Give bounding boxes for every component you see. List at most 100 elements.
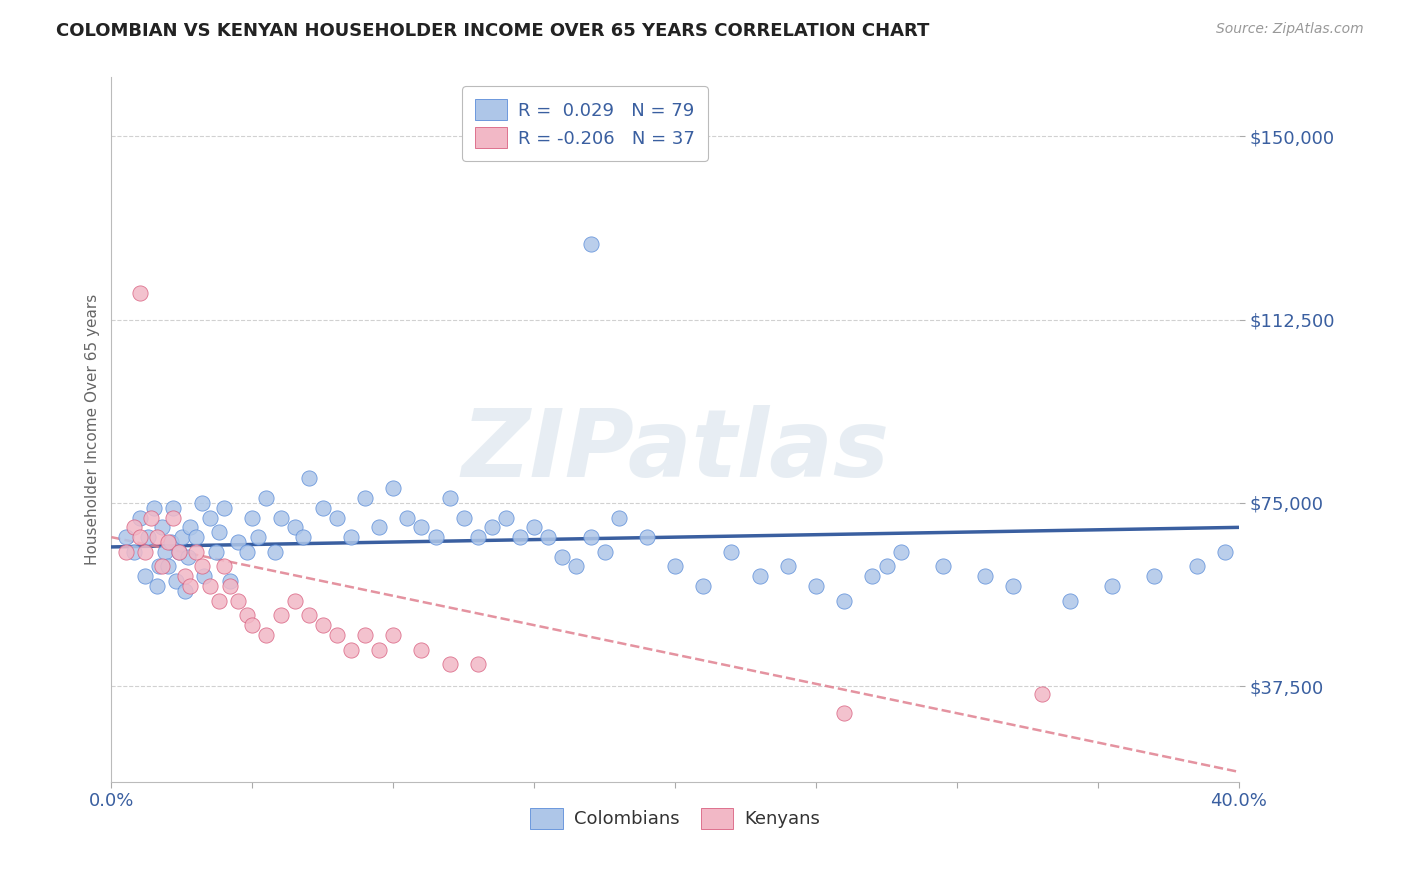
Point bbox=[467, 657, 489, 672]
Point bbox=[1143, 569, 1166, 583]
Point bbox=[593, 545, 616, 559]
Point bbox=[1002, 579, 1025, 593]
Point bbox=[326, 510, 349, 524]
Point bbox=[139, 510, 162, 524]
Point bbox=[235, 608, 257, 623]
Point bbox=[537, 530, 560, 544]
Point bbox=[145, 579, 167, 593]
Point bbox=[184, 545, 207, 559]
Point bbox=[368, 642, 391, 657]
Point bbox=[122, 520, 145, 534]
Point bbox=[235, 545, 257, 559]
Point bbox=[340, 642, 363, 657]
Point bbox=[312, 618, 335, 632]
Legend: Colombians, Kenyans: Colombians, Kenyans bbox=[516, 793, 835, 843]
Point bbox=[162, 500, 184, 515]
Point bbox=[193, 569, 215, 583]
Point bbox=[607, 510, 630, 524]
Point bbox=[114, 545, 136, 559]
Point bbox=[720, 545, 742, 559]
Point bbox=[153, 545, 176, 559]
Point bbox=[254, 491, 277, 505]
Point bbox=[136, 530, 159, 544]
Point bbox=[284, 593, 307, 607]
Point bbox=[565, 559, 588, 574]
Point bbox=[411, 642, 433, 657]
Point bbox=[636, 530, 658, 544]
Point bbox=[467, 530, 489, 544]
Point bbox=[298, 471, 321, 485]
Point bbox=[832, 593, 855, 607]
Point bbox=[326, 628, 349, 642]
Point bbox=[298, 608, 321, 623]
Point bbox=[218, 579, 240, 593]
Point bbox=[495, 510, 517, 524]
Point bbox=[240, 510, 263, 524]
Y-axis label: Householder Income Over 65 years: Householder Income Over 65 years bbox=[86, 294, 100, 566]
Point bbox=[184, 530, 207, 544]
Point bbox=[382, 628, 405, 642]
Point bbox=[190, 496, 212, 510]
Point bbox=[748, 569, 770, 583]
Point bbox=[207, 593, 229, 607]
Point bbox=[150, 520, 173, 534]
Text: ZIPatlas: ZIPatlas bbox=[461, 405, 889, 497]
Point bbox=[862, 569, 884, 583]
Point bbox=[156, 535, 179, 549]
Point bbox=[148, 559, 170, 574]
Point bbox=[270, 608, 292, 623]
Point bbox=[212, 500, 235, 515]
Point bbox=[173, 583, 195, 598]
Point bbox=[579, 236, 602, 251]
Point bbox=[128, 510, 150, 524]
Point bbox=[142, 500, 165, 515]
Point bbox=[190, 559, 212, 574]
Point bbox=[368, 520, 391, 534]
Point bbox=[162, 510, 184, 524]
Point bbox=[240, 618, 263, 632]
Point bbox=[284, 520, 307, 534]
Point bbox=[134, 569, 156, 583]
Point bbox=[218, 574, 240, 589]
Point bbox=[890, 545, 912, 559]
Point bbox=[1213, 545, 1236, 559]
Point bbox=[974, 569, 997, 583]
Point bbox=[1101, 579, 1123, 593]
Point bbox=[664, 559, 686, 574]
Point bbox=[128, 530, 150, 544]
Point bbox=[439, 657, 461, 672]
Point bbox=[453, 510, 475, 524]
Point bbox=[396, 510, 419, 524]
Point bbox=[439, 491, 461, 505]
Point bbox=[254, 628, 277, 642]
Point bbox=[167, 545, 190, 559]
Point bbox=[165, 574, 187, 589]
Point bbox=[340, 530, 363, 544]
Point bbox=[354, 628, 377, 642]
Point bbox=[832, 706, 855, 721]
Point bbox=[876, 559, 898, 574]
Point bbox=[579, 530, 602, 544]
Point bbox=[167, 545, 190, 559]
Point bbox=[1185, 559, 1208, 574]
Point bbox=[270, 510, 292, 524]
Point bbox=[173, 569, 195, 583]
Point bbox=[509, 530, 531, 544]
Text: COLOMBIAN VS KENYAN HOUSEHOLDER INCOME OVER 65 YEARS CORRELATION CHART: COLOMBIAN VS KENYAN HOUSEHOLDER INCOME O… bbox=[56, 22, 929, 40]
Point bbox=[159, 535, 181, 549]
Point bbox=[804, 579, 827, 593]
Point bbox=[692, 579, 714, 593]
Point bbox=[551, 549, 574, 564]
Point bbox=[382, 481, 405, 495]
Point bbox=[198, 579, 221, 593]
Point bbox=[523, 520, 546, 534]
Point bbox=[204, 545, 226, 559]
Point bbox=[150, 559, 173, 574]
Point bbox=[170, 530, 193, 544]
Point bbox=[1031, 687, 1053, 701]
Point bbox=[1059, 593, 1081, 607]
Point bbox=[226, 535, 249, 549]
Point bbox=[156, 559, 179, 574]
Point bbox=[122, 545, 145, 559]
Point bbox=[198, 510, 221, 524]
